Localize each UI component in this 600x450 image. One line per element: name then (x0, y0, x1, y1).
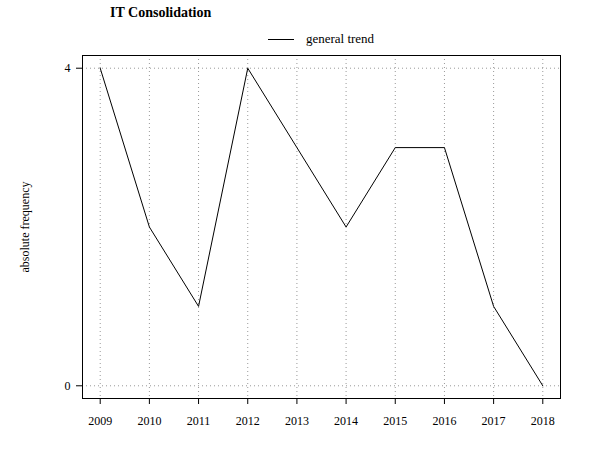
svg-text:2009: 2009 (88, 414, 112, 428)
svg-text:0: 0 (65, 379, 71, 393)
svg-text:2018: 2018 (531, 414, 555, 428)
html-text:IT Consolidation: IT Consolidation (110, 5, 212, 20)
svg-text:2013: 2013 (285, 414, 309, 428)
svg-text:2012: 2012 (236, 414, 260, 428)
svg-text:absolute frequency: absolute frequency (18, 182, 32, 273)
svg-text:2011: 2011 (187, 414, 211, 428)
svg-text:4: 4 (65, 61, 71, 75)
svg-text:2014: 2014 (334, 414, 358, 428)
html-text:general trend: general trend (305, 31, 375, 46)
svg-text:2017: 2017 (482, 414, 506, 428)
svg-text:2016: 2016 (432, 414, 456, 428)
svg-text:2010: 2010 (137, 414, 161, 428)
svg-text:2015: 2015 (383, 414, 407, 428)
